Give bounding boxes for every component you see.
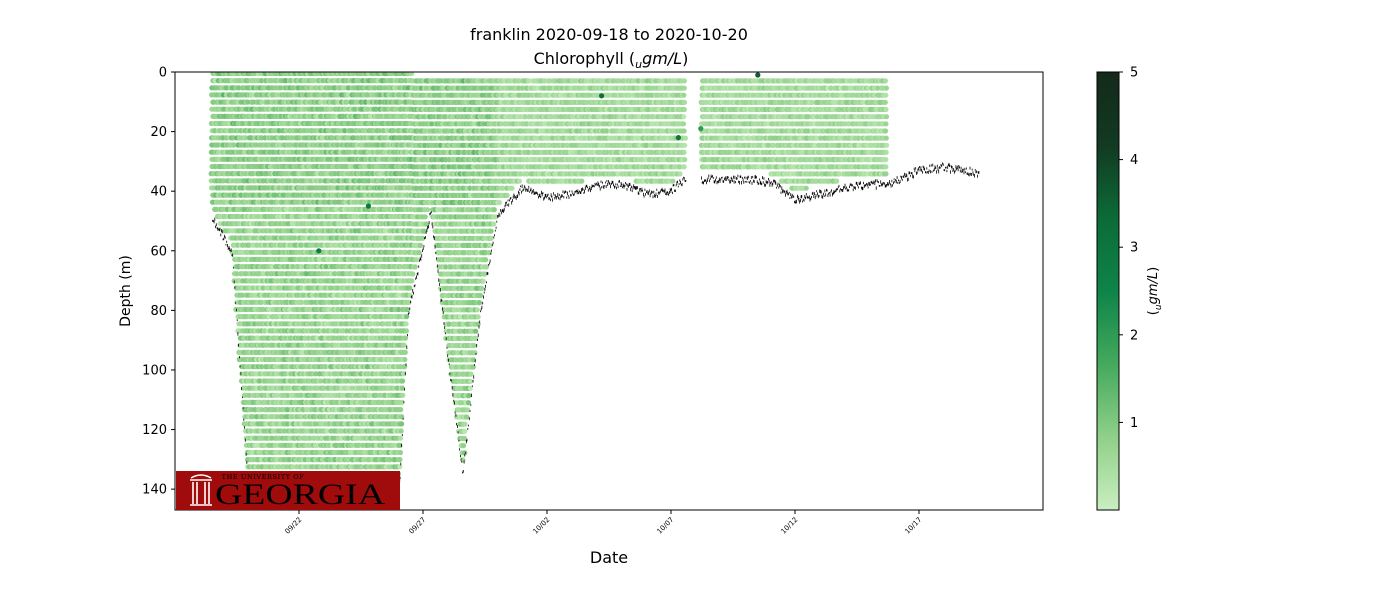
chlorophyll-scatter: [208, 72, 890, 498]
chart-title-line2: Chlorophyll (ugm/L): [534, 49, 689, 71]
data-point: [231, 142, 237, 148]
data-point: [243, 135, 249, 141]
data-point: [236, 85, 242, 91]
chart-title-line1: franklin 2020-09-18 to 2020-10-20: [470, 25, 748, 44]
data-point: [239, 292, 246, 298]
data-point: [213, 206, 219, 212]
